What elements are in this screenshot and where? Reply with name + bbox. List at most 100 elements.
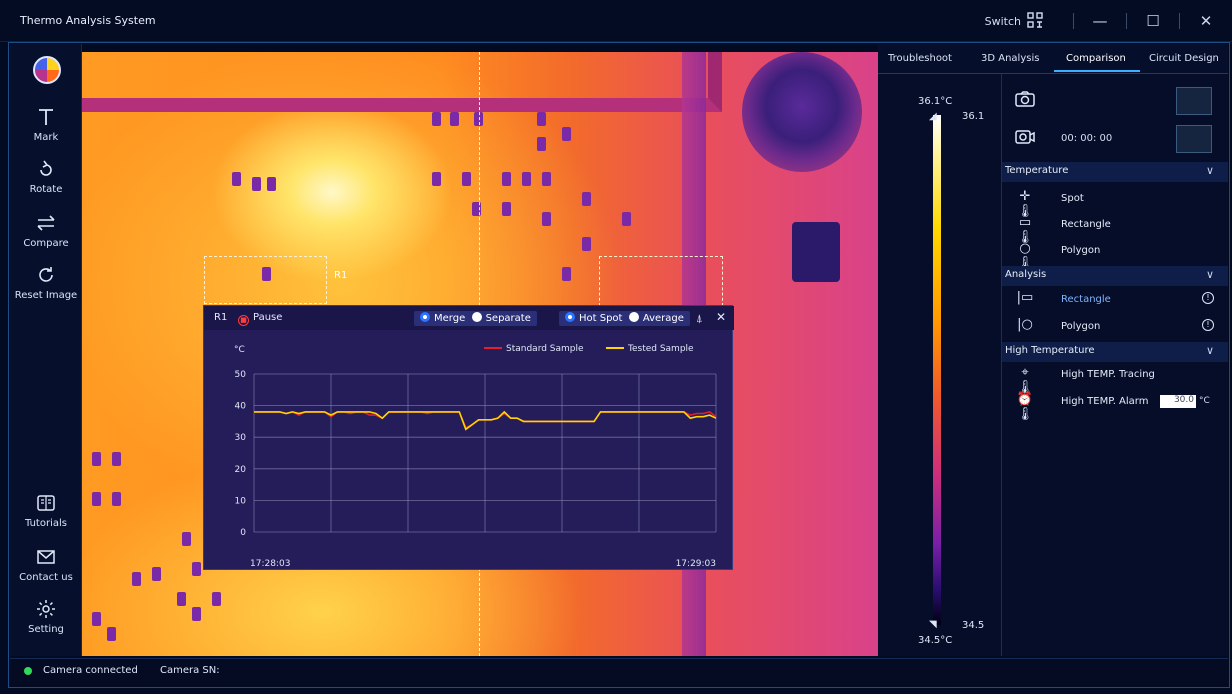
sidebar-item-mark[interactable]: Mark	[10, 106, 82, 143]
screenshot-preview[interactable]	[1176, 87, 1212, 115]
alarm-threshold-input[interactable]: 30.0	[1160, 395, 1196, 408]
scale-max-slider-icon[interactable]: ◢	[929, 111, 937, 122]
scale-min-marker: 34.5	[962, 620, 985, 631]
chart-popup-header: R1 ■ Pause Merge Separate Hot Spot Averag…	[204, 306, 734, 330]
compare-arrows-icon	[10, 212, 82, 234]
pcb-pad	[432, 112, 441, 126]
spot-thermometer-icon: ✛🌡	[1016, 189, 1034, 219]
tool-label: Rectangle	[1061, 294, 1111, 305]
maximize-icon[interactable]: ☐	[1146, 12, 1160, 30]
sidebar-item-label: Contact us	[19, 572, 73, 583]
sidebar-item-label: Rotate	[29, 184, 63, 195]
pcb-pad	[92, 612, 101, 626]
pcb-pad	[537, 112, 546, 126]
sidebar-item-tutorials[interactable]: Tutorials	[10, 492, 82, 529]
analysis-polygon-tool[interactable]: |○ Polygon!	[1014, 317, 1214, 337]
connection-status-icon	[24, 667, 32, 675]
analysis-rectangle-tool[interactable]: |▭ Rectangle!	[1014, 290, 1214, 310]
sidebar-item-setting[interactable]: Setting	[10, 598, 82, 635]
chart-popup-title: R1	[214, 312, 228, 323]
pcb-pad	[474, 112, 483, 126]
color-scale-bar	[933, 115, 941, 625]
merge-radio[interactable]	[420, 312, 430, 322]
rectangle-analysis-icon: |▭	[1016, 290, 1034, 305]
separate-label: Separate	[485, 313, 531, 324]
pcb-pad	[262, 267, 271, 281]
sidebar-item-contact-us[interactable]: Contact us	[10, 546, 82, 583]
tab-3d-analysis[interactable]: 3D Analysis	[981, 53, 1040, 64]
tool-label: Spot	[1061, 193, 1084, 204]
active-tab-indicator	[1054, 70, 1140, 72]
alarm-thermometer-icon: ⏰🌡	[1016, 392, 1034, 422]
temperature-section-header[interactable]: Temperature ∨	[1002, 162, 1228, 182]
temperature-spot-tool[interactable]: ✛🌡 Spot	[1014, 189, 1214, 219]
sidebar-item-reset-image[interactable]: Reset Image	[10, 264, 82, 301]
scale-min-label: 34.5°C	[918, 635, 953, 646]
pcb-pad	[537, 137, 546, 151]
temperature-rectangle-tool[interactable]: ▭🌡 Rectangle	[1014, 215, 1214, 245]
close-icon[interactable]: ✕	[716, 310, 727, 324]
pcb-pad	[112, 492, 121, 506]
hotspot-average-toggle[interactable]: Hot Spot Average	[559, 311, 690, 326]
record-timer: 00: 00: 00	[1061, 133, 1113, 144]
pin-icon[interactable]: ⍋	[696, 312, 703, 325]
tab-comparison[interactable]: Comparison	[1066, 53, 1126, 64]
section-title: Analysis	[1005, 269, 1047, 280]
sidebar-item-rotate[interactable]: Rotate	[10, 158, 82, 195]
grid-switch-icon	[1027, 11, 1043, 31]
tool-label: High TEMP. Tracing	[1061, 369, 1155, 380]
text-cursor-icon	[10, 106, 82, 128]
status-bar: Camera connected Camera SN:	[10, 658, 1228, 684]
alarm-unit: °C	[1199, 396, 1210, 406]
pcb-pad	[132, 572, 141, 586]
record-button[interactable]: 00: 00: 00	[1014, 128, 1112, 149]
average-radio[interactable]	[628, 312, 639, 322]
legend-label: Tested Sample	[627, 344, 694, 354]
close-icon[interactable]: ✕	[1199, 12, 1213, 30]
sidebar-item-compare[interactable]: Compare	[10, 212, 82, 249]
analysis-section-header[interactable]: Analysis ∨	[1002, 266, 1228, 286]
chevron-down-icon: ∨	[1205, 344, 1214, 357]
sidebar-item-label: Reset Image	[14, 290, 78, 301]
high-temp-alarm-tool[interactable]: ⏰🌡 High TEMP. Alarm	[1014, 392, 1214, 422]
book-icon	[10, 492, 82, 514]
pcb-pad	[152, 567, 161, 581]
temperature-chart-popup: R1 ■ Pause Merge Separate Hot Spot Averag…	[203, 305, 734, 570]
chevron-down-icon: ∨	[1205, 268, 1214, 281]
merge-separate-toggle[interactable]: Merge Separate	[414, 311, 537, 326]
scale-min-slider-icon[interactable]: ◥	[929, 619, 937, 630]
pause-button[interactable]: ■ Pause	[238, 312, 282, 326]
y-tick-label: 20	[235, 465, 247, 475]
tab-troubleshoot[interactable]: Troubleshoot	[888, 53, 952, 64]
pcb-pad	[252, 177, 261, 191]
pcb-pad	[472, 202, 481, 216]
tab-bar: Troubleshoot 3D Analysis Comparison Circ…	[878, 44, 1228, 74]
pcb-pad	[212, 592, 221, 606]
separate-radio[interactable]	[471, 312, 482, 322]
hotspot-radio[interactable]	[565, 312, 575, 322]
pcb-pad	[562, 127, 571, 141]
info-icon[interactable]: !	[1202, 292, 1214, 304]
roi-rectangle-right[interactable]	[599, 256, 723, 306]
info-icon[interactable]: !	[1202, 319, 1214, 331]
connection-status: Camera connected	[43, 665, 138, 676]
temperature-polygon-tool[interactable]: ○🌡 Polygon	[1014, 241, 1214, 271]
series-line	[254, 410, 717, 431]
minimize-icon[interactable]: —	[1092, 12, 1108, 30]
record-preview[interactable]	[1176, 125, 1212, 153]
roi-rectangle-left[interactable]	[204, 256, 327, 304]
pcb-pad	[107, 627, 116, 641]
pcb-pad	[232, 172, 241, 186]
tab-circuit-design[interactable]: Circuit Design	[1149, 53, 1219, 64]
screenshot-button[interactable]	[1014, 90, 1036, 111]
high-temp-tracing-tool[interactable]: ⌖🌡 High TEMP. Tracing	[1014, 365, 1214, 395]
switch-button[interactable]: Switch	[985, 11, 1043, 31]
pcb-pad	[502, 202, 511, 216]
tool-label: High TEMP. Alarm	[1061, 396, 1149, 407]
sidebar-item-label: Mark	[33, 132, 59, 143]
pause-label: Pause	[253, 312, 283, 323]
rotate-icon	[10, 158, 82, 180]
average-label: Average	[642, 313, 684, 324]
high-temperature-section-header[interactable]: High Temperature ∨	[1002, 342, 1228, 362]
gear-icon	[10, 598, 82, 620]
